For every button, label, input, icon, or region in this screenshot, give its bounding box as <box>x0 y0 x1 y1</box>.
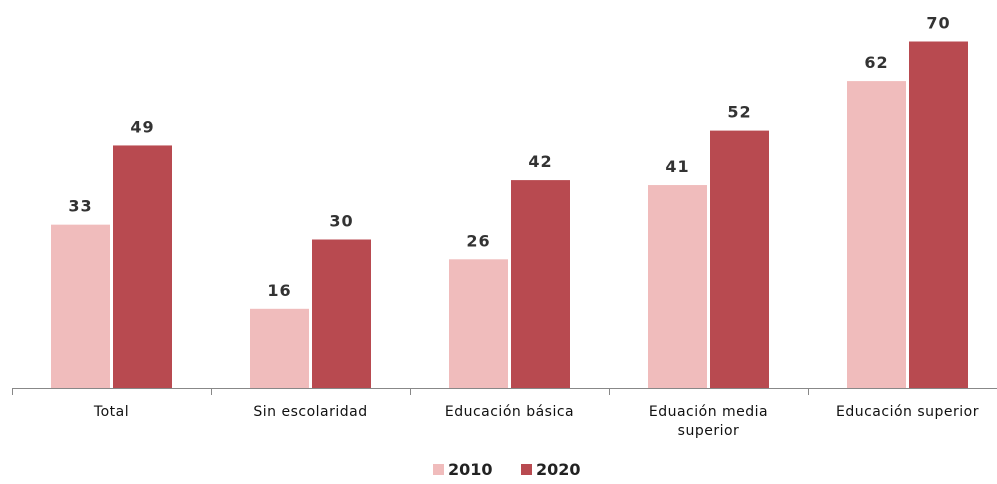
bar <box>449 259 508 388</box>
value-label: 33 <box>68 197 92 216</box>
bar <box>312 239 371 388</box>
legend-label: 2010 <box>448 460 493 479</box>
bar <box>51 224 110 388</box>
legend-item: 2020 <box>521 460 581 479</box>
value-label: 30 <box>329 212 353 231</box>
x-tick-label: Total <box>93 404 130 420</box>
bar <box>511 180 570 388</box>
bar <box>847 81 906 388</box>
value-label: 16 <box>267 281 291 300</box>
value-label: 52 <box>727 103 751 122</box>
bar <box>250 308 309 388</box>
bar <box>710 130 769 388</box>
x-tick-label: Sin escolaridad <box>253 404 368 420</box>
bar <box>909 41 968 388</box>
legend-label: 2020 <box>536 460 581 479</box>
value-label: 41 <box>665 157 689 176</box>
value-label: 62 <box>864 53 888 72</box>
bar <box>648 185 707 388</box>
x-tick-label: Eduación media superior <box>648 404 769 439</box>
x-tick-label: Educación básica <box>444 404 575 420</box>
value-label: 70 <box>926 14 950 33</box>
legend-swatch <box>521 464 532 475</box>
legend-item: 2010 <box>433 460 493 479</box>
legend-swatch <box>433 464 444 475</box>
value-label: 49 <box>130 117 154 136</box>
bar <box>113 145 172 388</box>
x-tick-label: Educación superior <box>836 404 979 420</box>
value-label: 26 <box>466 231 490 250</box>
value-label: 42 <box>528 152 552 171</box>
